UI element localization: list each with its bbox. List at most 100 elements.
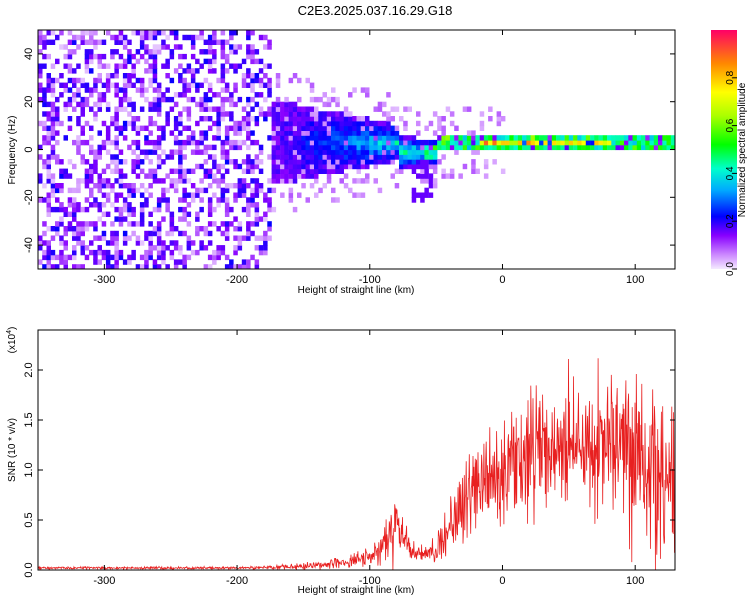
spectrogram-cell [288,178,294,184]
spectrogram-cell [568,144,574,151]
spectrogram-cell [80,159,85,165]
spectrogram-cell [203,264,209,269]
spectrogram-cell [152,206,158,213]
spectrogram-cell [105,63,111,69]
spectrogram-cell [131,254,136,261]
spectrogram-cell [182,173,187,179]
spectrogram-cell [152,226,158,232]
spectrogram-cell [114,82,119,88]
spectrogram-cell [356,159,361,165]
spectrogram-cell [318,120,323,127]
spectrogram-cell [432,144,438,151]
spectrogram-cell [407,139,412,146]
spectrogram-cell [182,82,187,88]
spectrogram-cell [105,73,111,79]
spectrogram-cell [500,116,506,122]
spectrogram-cell [471,159,476,165]
spectrogram-cell [89,202,94,208]
spectrogram-cell [148,101,153,108]
spectrogram-cell [220,106,226,112]
spectrogram-cell [416,120,421,127]
spectrogram-cell [178,197,183,203]
spectrogram-cell [46,168,51,174]
spectrogram-cell [186,68,192,74]
spectrogram-cell [72,264,77,269]
spectrogram-cell [161,130,166,136]
spectrogram-cell [186,235,192,241]
spectrogram-cell [658,139,663,146]
spectrogram-cell [250,82,255,88]
spectrogram-cell [93,149,98,155]
spectrogram-cell [101,192,107,198]
spectrogram-cell [42,249,47,256]
spectrogram-cell [224,226,230,232]
spectrogram-cell [305,168,310,174]
spectrogram-cell [382,135,387,141]
spectrogram-cell [246,96,251,103]
spectrogram-cell [72,82,77,88]
spectrogram-cell [263,96,268,103]
spectrogram-cell [89,87,94,93]
spectrogram-cell [339,163,344,170]
snr-panel: -300 -200 -100 0 100 0.00.51.01.52.0 Height … [6,327,676,596]
spectrogram-cell [526,135,531,141]
colorbar-label: Normalized spectral amplitude [737,82,748,217]
spectrogram-cell [462,135,468,141]
spectrogram-cell [165,111,170,117]
spectrogram-cell [250,178,255,184]
spectrogram-cell [72,92,77,98]
spectrogram-cell [314,96,319,103]
spectrogram-cell [59,235,64,241]
spectrogram-cell [377,149,383,155]
spectrogram-cell [250,44,255,50]
spectrogram-cell [229,206,234,213]
spectrogram-cell [246,235,251,241]
spectrogram-cell [114,254,119,261]
spectrogram-cell [178,111,183,117]
spectrogram-cell [216,116,221,122]
spectrogram-cell [156,240,162,246]
spectrogram-cell [63,264,68,269]
spectrogram-cell [411,163,417,170]
spectrogram-cell [105,130,111,136]
spectrogram-cell [322,101,327,108]
spectrogram-cell [241,235,247,241]
spectrogram-cell [152,230,158,237]
spectrogram-cell [67,39,73,45]
spectrogram-cell [207,154,213,160]
spectrogram-cell [318,125,323,131]
spectrogram-cell [114,178,119,184]
spectrogram-cell [139,211,145,217]
spectrogram-cell [407,154,412,160]
spectrogram-cell [67,63,73,69]
spectrogram-cell [275,178,281,184]
spectrogram-cell [67,125,73,131]
spectrogram-cell [97,77,102,84]
spectrogram-cell [67,87,73,93]
spectrogram-cell [352,130,357,136]
spectrogram-cell [148,173,153,179]
spectrogram-cell [224,206,230,213]
spectrogram-cell [178,159,183,165]
spectrogram-cell [114,63,119,69]
spectrogram-cell [110,116,115,122]
spectrogram-cell [46,202,51,208]
spectrogram-cell [42,125,47,131]
spectrogram-cell [475,139,480,146]
spectrogram-cell [216,226,221,232]
spectrogram-cell [271,125,277,131]
spectrogram-cell [288,116,294,122]
spectrogram-cell [403,120,408,127]
spectrogram-cell [598,139,604,146]
spectrogram-cell [254,202,260,208]
colorbar-tick-label: 0.8 [725,70,736,84]
spectrogram-cell [190,34,196,41]
spectrogram-cell [101,178,107,184]
spectrogram-cell [241,183,247,189]
spectrogram-cell [38,144,43,151]
spectrogram-cell [135,240,141,246]
spectrogram-cell [526,139,531,146]
spectrogram-cell [224,149,230,155]
spectrogram-cell [182,154,187,160]
spectrogram-cell [207,206,213,213]
